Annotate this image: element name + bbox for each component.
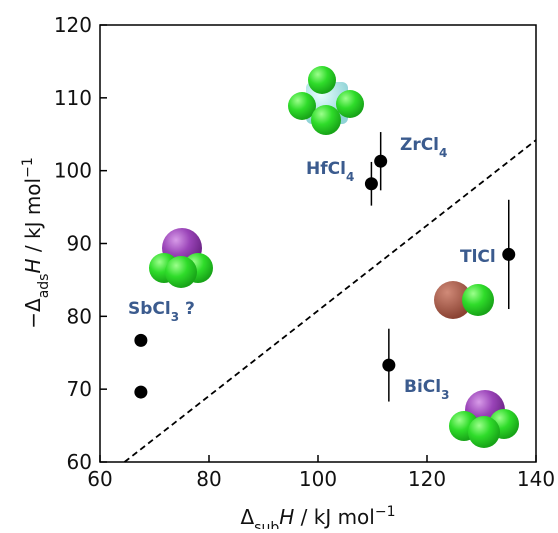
label-subscript: sub xyxy=(254,520,279,529)
annotation-text: HfCl xyxy=(306,159,346,179)
x-axis-label: ΔsubH / kJ mol−1 xyxy=(240,504,395,529)
annotation-text: ZrCl xyxy=(400,135,439,155)
x-tick-label: 140 xyxy=(517,467,555,491)
annotation-subscript: 4 xyxy=(346,170,354,184)
data-point xyxy=(382,359,395,372)
x-tick-label: 100 xyxy=(299,467,337,491)
y-tick-label: 100 xyxy=(54,159,92,183)
x-tick-label: 80 xyxy=(196,467,221,491)
y-tick-label: 80 xyxy=(67,304,92,328)
annotation: HfCl4 xyxy=(306,159,354,184)
icon-tetrahedral xyxy=(288,66,364,135)
label-part: −Δ xyxy=(21,298,45,329)
annotation-text: SbCl xyxy=(128,299,171,319)
y-tick-label: 120 xyxy=(54,13,92,37)
y-tick-label: 90 xyxy=(67,232,92,256)
icon-sbcl3 xyxy=(149,228,213,288)
chart: 608010012014060708090100110120 ZrCl4 HfC… xyxy=(0,0,558,529)
data-point xyxy=(134,334,147,347)
y-tick-label: 60 xyxy=(67,450,92,474)
y-tick-label: 110 xyxy=(54,86,92,110)
data-point xyxy=(134,386,147,399)
label-part: H xyxy=(279,505,294,529)
label-part: H xyxy=(21,258,45,273)
icon-bicl3 xyxy=(449,390,519,448)
label-part: / kJ mol xyxy=(21,178,45,259)
label-part: Δ xyxy=(240,505,254,529)
x-tick-label: 120 xyxy=(408,467,446,491)
icon-tlcl xyxy=(434,281,494,319)
data-point xyxy=(502,248,515,261)
label-superscript: −1 xyxy=(375,504,396,520)
annotation-text: BiCl xyxy=(404,377,441,397)
annotation-subscript: 3 xyxy=(171,310,179,324)
annotation: SbCl3 ? xyxy=(128,299,195,324)
annotation-subscript: 4 xyxy=(439,146,447,160)
annotation-text: TlCl xyxy=(460,247,496,267)
data-point xyxy=(365,177,378,190)
annotation: TlCl xyxy=(460,247,496,267)
annotation: ZrCl4 xyxy=(400,135,447,160)
y-tick-label: 70 xyxy=(67,377,92,401)
annotation-text: ? xyxy=(179,299,195,319)
y-axis-label: −ΔadsH / kJ mol−1 xyxy=(20,157,52,328)
label-superscript: −1 xyxy=(20,157,36,178)
annotation: BiCl3 xyxy=(404,377,449,402)
annotation-subscript: 3 xyxy=(441,388,449,402)
data-point xyxy=(374,155,387,168)
label-part: / kJ mol xyxy=(294,505,375,529)
label-subscript: ads xyxy=(36,274,52,299)
